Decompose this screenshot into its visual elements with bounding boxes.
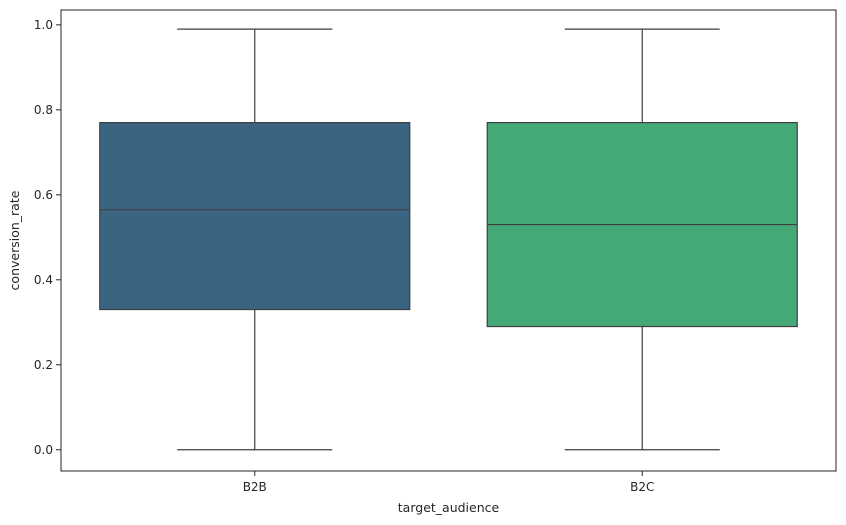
x-tick-label: B2B — [243, 480, 267, 494]
plot-frame — [60, 9, 837, 472]
y-tick-label: 0.6 — [34, 188, 53, 202]
y-tick-label: 0.4 — [34, 273, 53, 287]
y-tick-label: 0.2 — [34, 358, 53, 372]
y-axis: 0.0 0.2 0.4 0.6 0.8 1.0 — [34, 18, 61, 457]
y-tick-label: 0.0 — [34, 443, 53, 457]
boxes-layer — [99, 28, 798, 451]
y-axis-label: conversion_rate — [7, 190, 22, 290]
x-axis-label: target_audience — [398, 500, 500, 515]
y-tick-label: 1.0 — [34, 18, 53, 32]
x-tick-label: B2C — [630, 480, 654, 494]
y-tick-label: 0.8 — [34, 103, 53, 117]
box-b2b — [99, 28, 411, 451]
x-axis: B2B B2C — [243, 471, 654, 494]
box-b2c — [486, 28, 798, 451]
iqr-box-b2b — [99, 121, 411, 311]
